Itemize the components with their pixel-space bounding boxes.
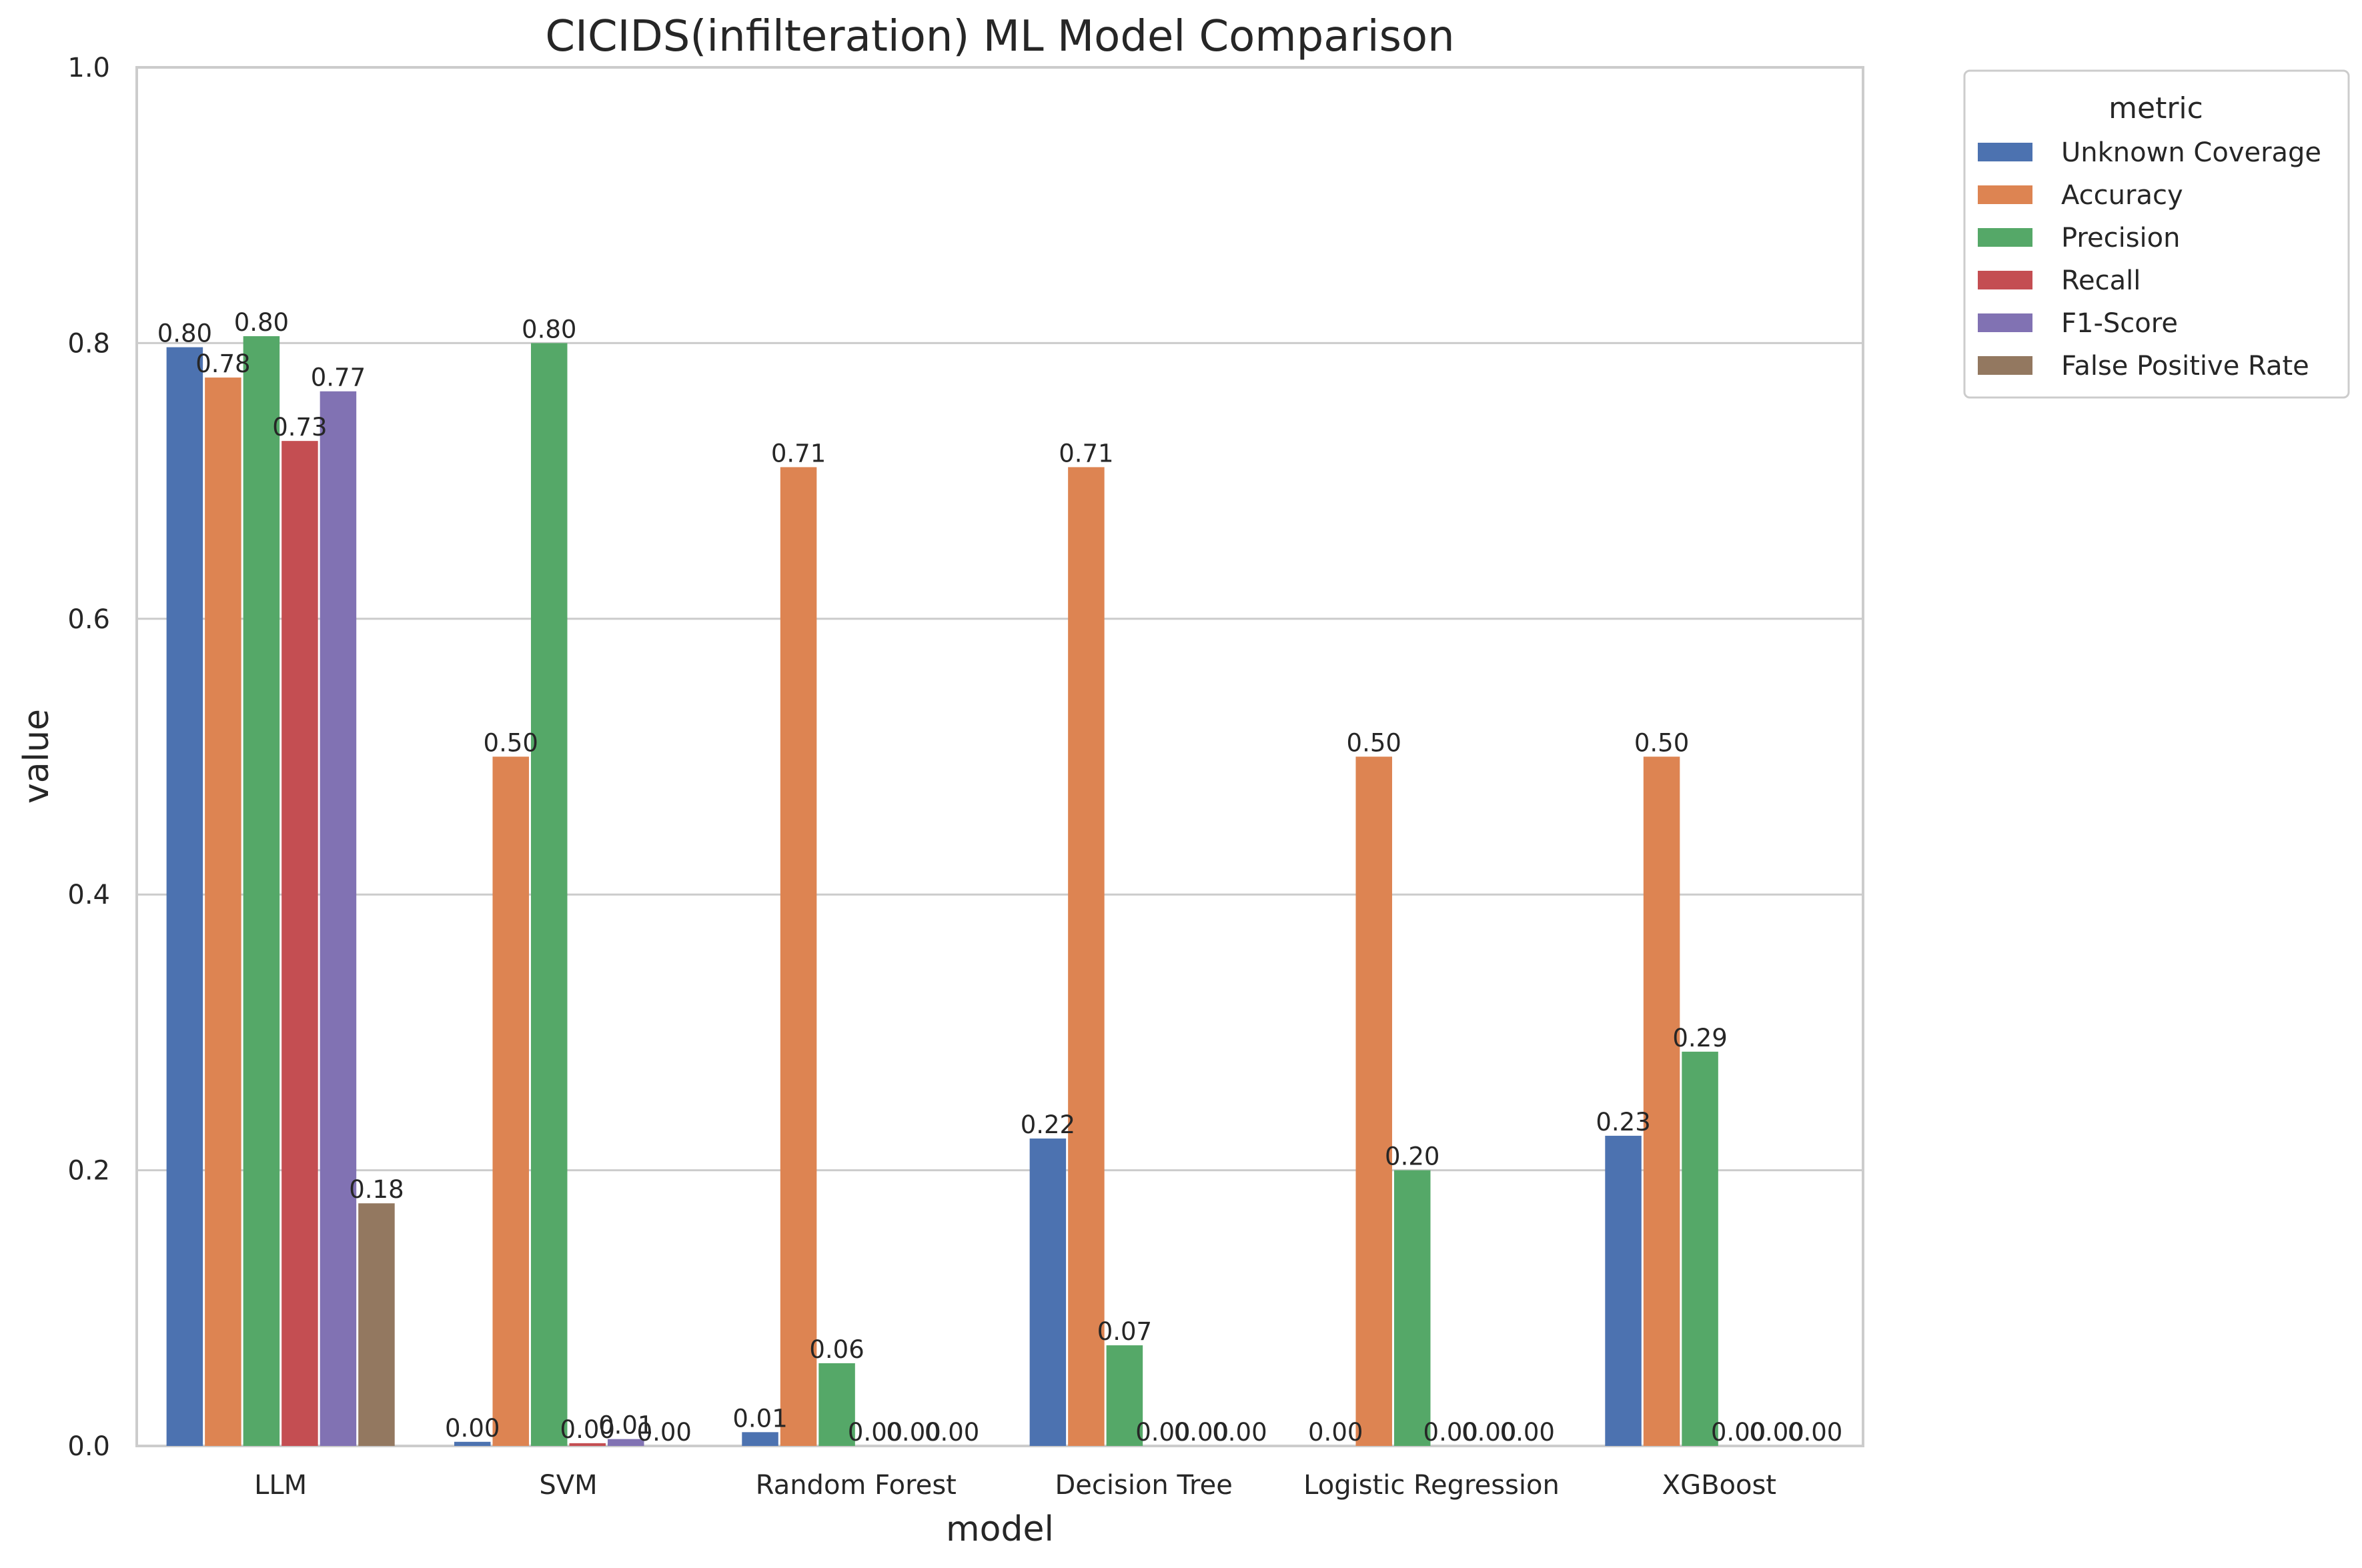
bar-value-label: 0.71 <box>771 439 826 468</box>
bar-value-label: 0.00 <box>1711 1418 1766 1447</box>
bar-value-label: 0.00 <box>1461 1418 1516 1447</box>
legend: metric Unknown Coverage Accuracy Precision… <box>1963 69 2350 399</box>
bar <box>569 1443 606 1446</box>
bar-labels: 0.800.00 0.010.220.000.230.780.500.71 0.71… <box>157 308 1843 1447</box>
bar-value-label: 0.80 <box>157 319 212 348</box>
bar-value-label: 0.00 <box>1212 1418 1267 1447</box>
bar-value-label: 0.00 <box>1135 1418 1190 1447</box>
bar-value-label: 0.80 <box>234 308 289 337</box>
y-axis-label: value <box>17 709 57 804</box>
bar <box>1355 756 1392 1446</box>
bar-value-label: 0.00 <box>848 1418 903 1447</box>
x-tick-label: Random Forest <box>756 1470 957 1501</box>
bar-value-label: 0.00 <box>445 1414 500 1443</box>
bar <box>818 1363 855 1446</box>
legend-swatch <box>1978 313 2032 332</box>
bar-value-label: 0.50 <box>484 729 538 758</box>
bar-value-label: 0.18 <box>349 1175 404 1204</box>
chart-title: CICIDS(infilteration) ML Model Compariso… <box>545 12 1454 61</box>
bar-value-label: 0.01 <box>598 1411 653 1440</box>
x-tick-label: Decision Tree <box>1055 1470 1232 1501</box>
y-tick-label: 0.2 <box>67 1156 110 1187</box>
bar-value-label: 0.00 <box>1308 1418 1363 1447</box>
legend-swatch <box>1978 271 2032 289</box>
bar-value-label: 0.50 <box>1634 729 1689 758</box>
bar <box>320 391 357 1446</box>
bar-value-label: 0.73 <box>272 413 327 442</box>
bar <box>1029 1138 1067 1446</box>
bar <box>243 336 280 1447</box>
legend-swatch <box>1978 143 2032 161</box>
bar <box>1068 467 1105 1447</box>
bar <box>1393 1170 1431 1446</box>
legend-title: metric <box>2109 91 2203 125</box>
bar <box>1106 1345 1143 1446</box>
x-tick-label: Logistic Regression <box>1303 1470 1560 1501</box>
bar <box>358 1203 395 1446</box>
bar-value-label: 0.50 <box>1347 729 1401 758</box>
bar-value-label: 0.00 <box>1423 1418 1478 1447</box>
bar-value-label: 0.00 <box>925 1418 979 1447</box>
bar-value-label: 0.00 <box>1500 1418 1555 1447</box>
bars <box>166 336 1718 1447</box>
legend-entry: Unknown Coverage <box>2061 137 2321 168</box>
y-axis-ticks: 0.0 0.2 0.4 0.6 0.8 1.0 <box>67 53 110 1462</box>
bar-value-label: 0.00 <box>1749 1418 1804 1447</box>
bar <box>530 343 568 1446</box>
legend-entry: False Positive Rate <box>2061 351 2309 381</box>
bar-value-label: 0.00 <box>886 1418 941 1447</box>
bar <box>492 756 529 1446</box>
bar <box>1605 1135 1642 1446</box>
legend-swatch <box>1978 228 2032 247</box>
bar-value-label: 0.29 <box>1672 1024 1727 1052</box>
legend-entry: Precision <box>2061 223 2180 253</box>
x-tick-label: XGBoost <box>1662 1470 1776 1501</box>
bar <box>780 467 817 1447</box>
x-axis-ticks: LLM SVM Random Forest Decision Tree Logistic… <box>254 1470 1776 1501</box>
plot-frame <box>135 66 1864 1447</box>
bar <box>205 377 241 1447</box>
y-tick-label: 0.6 <box>67 604 110 635</box>
y-tick-label: 0.0 <box>67 1431 110 1462</box>
legend-items: Unknown Coverage Accuracy Precision Recall F… <box>1978 137 2321 381</box>
bar <box>166 347 203 1446</box>
legend-swatch <box>1978 356 2032 375</box>
legend-entry: Accuracy <box>2061 180 2183 211</box>
x-axis-label: model <box>946 1509 1054 1549</box>
x-tick-label: LLM <box>254 1470 307 1501</box>
y-tick-label: 0.4 <box>67 880 110 910</box>
bar-value-label: 0.78 <box>195 349 250 378</box>
bar <box>281 441 318 1446</box>
legend-entry: F1-Score <box>2061 308 2178 339</box>
bar-value-label: 0.00 <box>1788 1418 1842 1447</box>
bar-value-label: 0.06 <box>809 1335 864 1364</box>
bar <box>608 1439 644 1446</box>
legend-swatch <box>1978 185 2032 204</box>
bar <box>1643 756 1680 1446</box>
bar <box>742 1432 778 1446</box>
bar-value-label: 0.71 <box>1059 439 1113 468</box>
bar-value-label: 0.20 <box>1385 1142 1439 1171</box>
y-tick-label: 1.0 <box>67 53 110 83</box>
y-tick-label: 0.8 <box>67 328 110 359</box>
bar-value-label: 0.77 <box>311 363 366 392</box>
bar <box>1682 1051 1718 1446</box>
x-tick-label: SVM <box>539 1470 597 1501</box>
bar-value-label: 0.01 <box>732 1404 787 1433</box>
bar-value-label: 0.23 <box>1596 1108 1650 1136</box>
bar-value-label: 0.00 <box>560 1415 615 1444</box>
bar-value-label: 0.00 <box>637 1418 692 1447</box>
legend-entry: Recall <box>2061 265 2141 296</box>
bar <box>454 1441 491 1446</box>
bar-value-label: 0.07 <box>1097 1317 1152 1346</box>
gridlines <box>137 66 1863 1447</box>
bar-value-label: 0.00 <box>1174 1418 1229 1447</box>
bar-value-label: 0.22 <box>1021 1110 1075 1139</box>
bar-value-label: 0.80 <box>522 315 576 343</box>
legend-box <box>1963 69 2350 399</box>
